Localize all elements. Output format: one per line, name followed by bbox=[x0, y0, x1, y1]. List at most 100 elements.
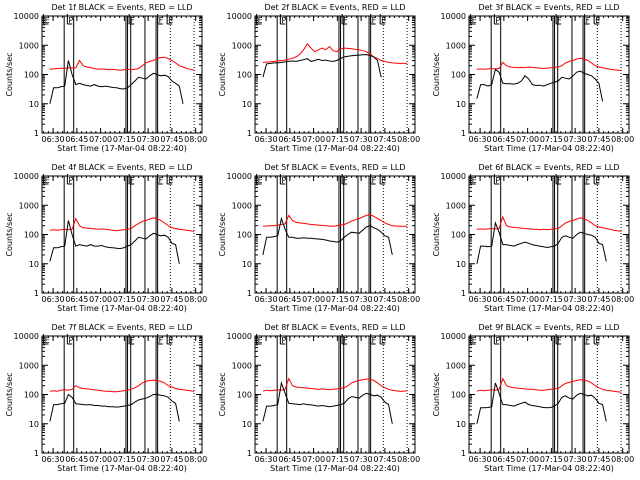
panel-title: Det 2f BLACK = Events, RED = LLD bbox=[264, 3, 405, 12]
x-tick-label: 07:30 bbox=[137, 295, 160, 304]
y-tick-label: 1000 bbox=[232, 361, 252, 370]
x-tick-label: 07:30 bbox=[350, 135, 373, 144]
x-tick-label: 07:15 bbox=[540, 135, 563, 144]
x-axis-label: Start Time (17-Mar-04 08:22:40) bbox=[270, 464, 400, 473]
marker-label: E bbox=[595, 16, 600, 25]
events-series-line bbox=[262, 380, 393, 424]
marker-label: F bbox=[343, 336, 348, 345]
y-tick-label: 100 bbox=[24, 71, 39, 80]
x-tick-label: 07:15 bbox=[540, 295, 563, 304]
x-axis-label: Start Time (17-Mar-04 08:22:40) bbox=[270, 144, 400, 153]
marker-label: E bbox=[45, 16, 50, 25]
marker-label: P bbox=[281, 176, 286, 185]
y-tick-label: 1000 bbox=[19, 201, 39, 210]
lld-series-line bbox=[262, 377, 408, 392]
x-tick-label: 08:00 bbox=[184, 295, 207, 304]
marker-label: P bbox=[68, 16, 73, 25]
marker-label: F bbox=[159, 16, 164, 25]
events-series-line bbox=[262, 54, 382, 78]
marker-label: E bbox=[472, 336, 477, 345]
y-tick-label: 10000 bbox=[227, 172, 252, 181]
x-tick-label: 06:45 bbox=[492, 295, 515, 304]
detector-panel: Det 2f BLACK = Events, RED = LLD 1 10 100 10… bbox=[218, 3, 420, 153]
x-tick-label: 07:45 bbox=[373, 135, 396, 144]
marker-label: E bbox=[45, 336, 50, 345]
marker-label: E bbox=[168, 176, 173, 185]
y-tick-label: 10 bbox=[456, 420, 466, 429]
marker-label: F bbox=[343, 16, 348, 25]
y-tick-label: 100 bbox=[237, 231, 252, 240]
x-tick-label: 07:45 bbox=[160, 135, 183, 144]
y-axis-label: Counts/sec bbox=[5, 212, 14, 256]
x-tick-label: 06:45 bbox=[278, 455, 301, 464]
x-tick-label: 07:15 bbox=[326, 295, 349, 304]
y-tick-label: 10 bbox=[456, 260, 466, 269]
x-tick-label: 07:00 bbox=[89, 295, 112, 304]
y-tick-label: 1 bbox=[34, 449, 39, 458]
x-tick-label: 06:30 bbox=[469, 135, 492, 144]
marker-label: P bbox=[281, 336, 286, 345]
x-tick-label: 07:45 bbox=[587, 135, 610, 144]
y-tick-label: 10 bbox=[29, 100, 39, 109]
y-axis-label: Counts/sec bbox=[218, 212, 227, 256]
panel-title: Det 4f BLACK = Events, RED = LLD bbox=[51, 163, 192, 172]
marker-label: E bbox=[472, 176, 477, 185]
x-tick-label: 06:30 bbox=[42, 455, 65, 464]
marker-label: E bbox=[381, 176, 386, 185]
y-tick-label: 1000 bbox=[19, 361, 39, 370]
y-tick-label: 10 bbox=[242, 100, 252, 109]
events-series-line bbox=[476, 68, 604, 102]
x-tick-label: 08:00 bbox=[184, 455, 207, 464]
x-tick-label: 06:30 bbox=[42, 135, 65, 144]
lld-series-line bbox=[476, 57, 622, 71]
x-tick-label: 07:15 bbox=[113, 135, 136, 144]
x-tick-label: 08:00 bbox=[397, 455, 420, 464]
detector-panel: Det 9f BLACK = Events, RED = LLD 1 10 100 10… bbox=[432, 323, 634, 473]
x-tick-label: 06:30 bbox=[42, 295, 65, 304]
x-tick-label: 07:30 bbox=[564, 135, 587, 144]
plot-frame bbox=[468, 15, 630, 134]
x-tick-label: 08:00 bbox=[397, 135, 420, 144]
y-tick-label: 10 bbox=[242, 420, 252, 429]
y-tick-label: 1 bbox=[247, 289, 252, 298]
y-tick-label: 1 bbox=[34, 289, 39, 298]
x-tick-label: 06:45 bbox=[65, 135, 88, 144]
x-axis-label: Start Time (17-Mar-04 08:22:40) bbox=[484, 464, 614, 473]
x-tick-label: 06:45 bbox=[65, 455, 88, 464]
events-series-line bbox=[49, 393, 180, 422]
detector-panel: Det 3f BLACK = Events, RED = LLD 1 10 100 10… bbox=[432, 3, 634, 153]
x-tick-label: 06:30 bbox=[255, 295, 278, 304]
x-tick-label: 07:30 bbox=[350, 295, 373, 304]
marker-label: F bbox=[586, 336, 591, 345]
marker-label: E bbox=[595, 336, 600, 345]
x-axis-label: Start Time (17-Mar-04 08:22:40) bbox=[57, 464, 187, 473]
x-tick-label: 07:00 bbox=[516, 135, 539, 144]
marker-label: F bbox=[557, 16, 562, 25]
y-tick-label: 10 bbox=[29, 420, 39, 429]
marker-label: F bbox=[586, 16, 591, 25]
y-tick-label: 10000 bbox=[441, 12, 466, 21]
x-tick-label: 07:45 bbox=[587, 455, 610, 464]
x-tick-label: 06:30 bbox=[255, 455, 278, 464]
lld-series-line bbox=[476, 377, 622, 393]
y-axis-label: Counts/sec bbox=[432, 52, 441, 96]
events-series-line bbox=[49, 220, 180, 264]
y-tick-label: 1 bbox=[461, 129, 466, 138]
x-tick-label: 07:00 bbox=[89, 455, 112, 464]
x-tick-label: 07:45 bbox=[373, 455, 396, 464]
x-axis-label: Start Time (17-Mar-04 08:22:40) bbox=[57, 144, 187, 153]
x-tick-label: 07:00 bbox=[516, 455, 539, 464]
marker-label: E bbox=[45, 176, 50, 185]
y-tick-label: 10 bbox=[242, 260, 252, 269]
panel-title: Det 5f BLACK = Events, RED = LLD bbox=[264, 163, 405, 172]
x-tick-label: 07:30 bbox=[564, 455, 587, 464]
x-tick-label: 06:45 bbox=[278, 295, 301, 304]
x-axis-label: Start Time (17-Mar-04 08:22:40) bbox=[270, 304, 400, 313]
lld-series-line bbox=[262, 214, 408, 227]
detector-panel: Det 5f BLACK = Events, RED = LLD 1 10 100 10… bbox=[218, 163, 420, 313]
plot-frame bbox=[254, 175, 416, 294]
marker-label: F bbox=[557, 176, 562, 185]
y-tick-label: 1 bbox=[461, 449, 466, 458]
y-tick-label: 100 bbox=[237, 71, 252, 80]
y-tick-label: 10000 bbox=[227, 332, 252, 341]
